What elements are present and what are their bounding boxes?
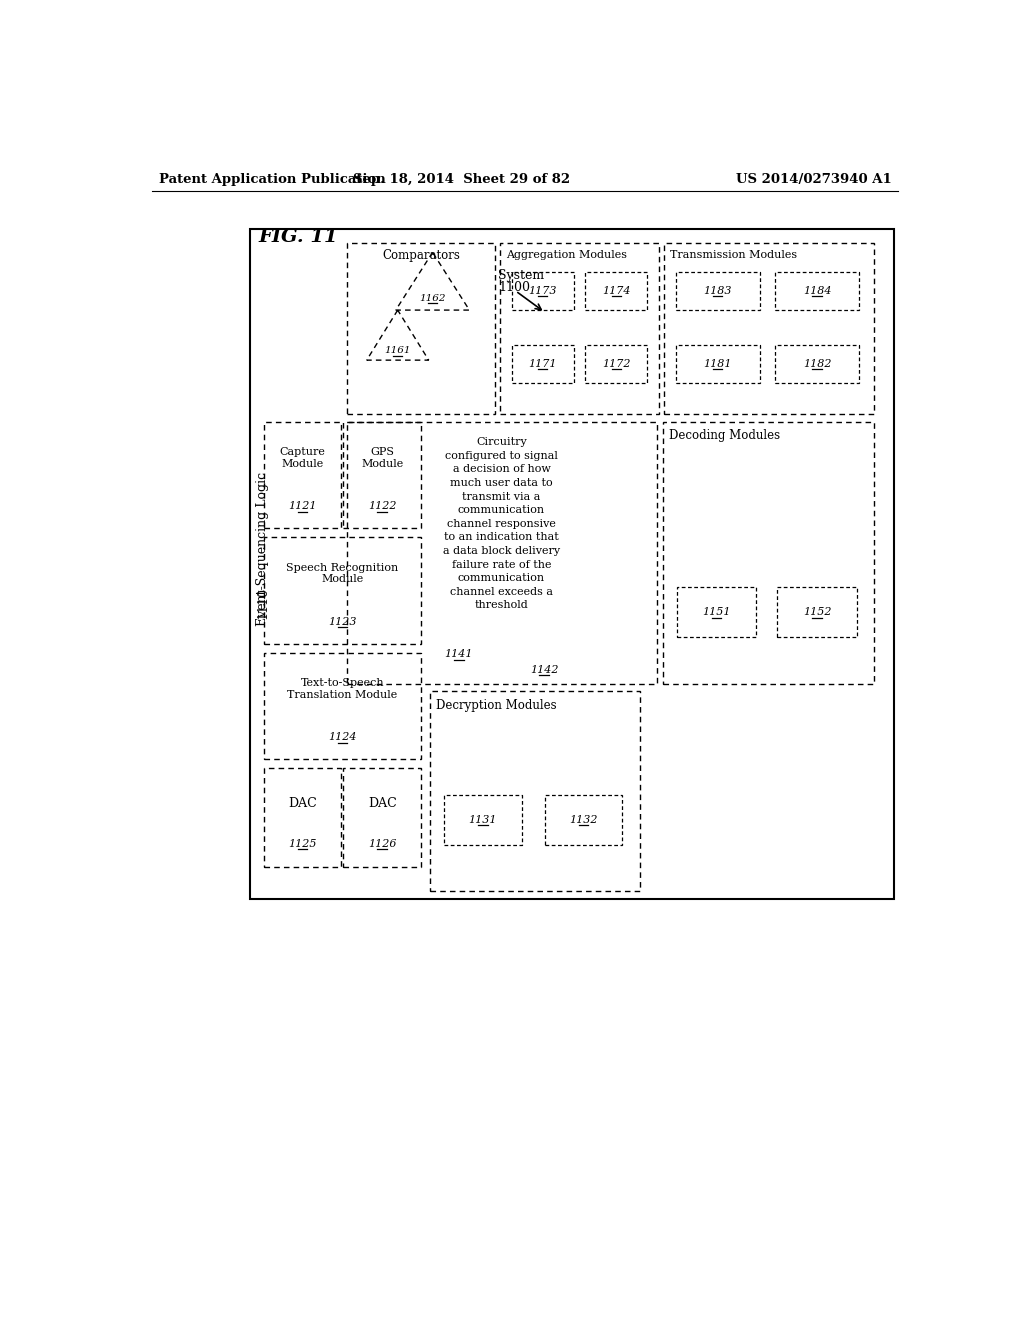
Text: 1162: 1162 — [419, 294, 445, 304]
Bar — [676, 345, 760, 383]
Text: 1142: 1142 — [530, 665, 558, 675]
Text: 1122: 1122 — [368, 502, 396, 511]
Bar — [263, 768, 341, 867]
Text: Comparators: Comparators — [382, 249, 460, 261]
Bar — [263, 422, 341, 528]
Text: 1172: 1172 — [602, 359, 631, 370]
Text: Decoding Modules: Decoding Modules — [669, 429, 780, 442]
Bar — [346, 422, 656, 684]
Bar — [665, 243, 873, 414]
Bar — [430, 692, 640, 891]
Bar — [343, 768, 421, 867]
Text: Aggregation Modules: Aggregation Modules — [506, 251, 627, 260]
Text: Decryption Modules: Decryption Modules — [436, 698, 557, 711]
Text: 1110: 1110 — [256, 586, 269, 619]
Text: FIG. 11: FIG. 11 — [258, 228, 338, 246]
Text: 1125: 1125 — [288, 838, 316, 849]
Text: 1181: 1181 — [703, 359, 732, 370]
Text: 1126: 1126 — [368, 838, 396, 849]
Text: 1121: 1121 — [288, 502, 316, 511]
Text: 1151: 1151 — [702, 607, 730, 618]
Bar — [663, 422, 873, 684]
Bar — [775, 345, 859, 383]
Bar — [775, 272, 859, 310]
Text: 1100: 1100 — [499, 281, 530, 294]
Text: Patent Application Publication: Patent Application Publication — [159, 173, 386, 186]
Bar — [263, 653, 421, 759]
Bar — [251, 230, 894, 899]
Text: 1171: 1171 — [528, 359, 557, 370]
Text: 1184: 1184 — [803, 286, 831, 296]
Text: Speech Recognition
Module: Speech Recognition Module — [286, 562, 398, 585]
Bar — [512, 272, 573, 310]
Text: Circuitry
configured to signal
a decision of how
much user data to
transmit via : Circuitry configured to signal a decisio… — [443, 437, 560, 610]
Bar — [263, 537, 421, 644]
Text: System: System — [499, 269, 545, 282]
Text: 1132: 1132 — [569, 816, 598, 825]
Text: US 2014/0273940 A1: US 2014/0273940 A1 — [735, 173, 891, 186]
Text: Event-Sequencing Logic: Event-Sequencing Logic — [256, 471, 269, 626]
Bar — [343, 422, 421, 528]
Text: DAC: DAC — [368, 797, 396, 810]
Text: 1141: 1141 — [444, 649, 473, 659]
Bar — [444, 795, 521, 845]
Text: DAC: DAC — [288, 797, 316, 810]
Bar — [586, 272, 647, 310]
Bar — [777, 587, 856, 638]
Text: 1124: 1124 — [328, 733, 356, 742]
Text: Sep. 18, 2014  Sheet 29 of 82: Sep. 18, 2014 Sheet 29 of 82 — [352, 173, 569, 186]
Text: 1182: 1182 — [803, 359, 831, 370]
Bar — [512, 345, 573, 383]
Bar — [586, 345, 647, 383]
Text: Capture
Module: Capture Module — [280, 447, 326, 469]
Text: Transmission Modules: Transmission Modules — [671, 251, 798, 260]
Text: 1174: 1174 — [602, 286, 631, 296]
Text: 1131: 1131 — [469, 816, 498, 825]
Text: 1161: 1161 — [384, 346, 411, 355]
Text: Text-to-Speech
Translation Module: Text-to-Speech Translation Module — [287, 678, 397, 700]
Text: 1183: 1183 — [703, 286, 732, 296]
Bar — [500, 243, 658, 414]
Text: GPS
Module: GPS Module — [361, 447, 403, 469]
Bar — [676, 272, 760, 310]
Text: 1123: 1123 — [328, 616, 356, 627]
Bar — [677, 587, 756, 638]
Bar — [545, 795, 623, 845]
Bar — [346, 243, 496, 414]
Text: 1152: 1152 — [803, 607, 831, 618]
Text: 1173: 1173 — [528, 286, 557, 296]
